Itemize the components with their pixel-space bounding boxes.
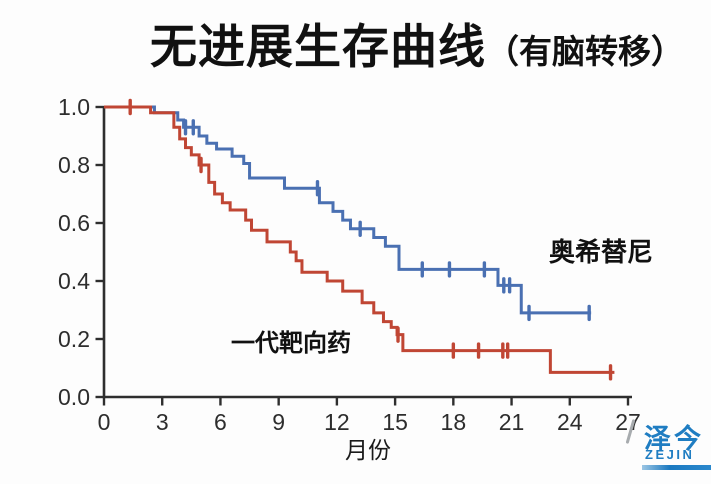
y-tick-label: 1.0 [58, 94, 90, 120]
survival-curves [104, 105, 615, 374]
logo-slash-mark [625, 419, 636, 444]
logo-underline-bar [642, 465, 711, 470]
y-tick-label: 0.4 [58, 268, 90, 294]
osimertinib-curve-label: 奥希替尼 [549, 237, 653, 267]
x-axis-label: 月份 [345, 437, 391, 463]
x-tick-label: 21 [499, 409, 525, 435]
logo-latin-text: ZEJIN [645, 447, 695, 462]
x-tick-label: 9 [272, 409, 285, 435]
x-tick-label: 0 [98, 409, 111, 435]
x-tick-label: 3 [156, 409, 169, 435]
logo-chinese-text: 泽今 [644, 424, 704, 454]
axes: 1.00.80.60.40.20.00 3 6 9 12 15 18 21 24 27 [58, 94, 641, 435]
y-tick-label: 0.2 [58, 326, 90, 352]
zejin-logo: 泽今 ZEJIN [625, 419, 711, 479]
chart-title-main: 无进展生存曲线 [150, 20, 486, 73]
x-tick-label: 24 [557, 409, 583, 435]
x-tick-label: 12 [324, 409, 350, 435]
x-tick-label: 15 [382, 409, 408, 435]
y-tick-label: 0.6 [58, 210, 90, 236]
first-gen-drug-curve [104, 105, 615, 374]
chart-title: 无进展生存曲线（有脑转移） [150, 8, 684, 77]
y-tick-label: 0.8 [58, 152, 90, 178]
y-tick-label: 0.0 [58, 384, 90, 410]
x-tick-label: 18 [441, 409, 467, 435]
chart-title-paren: （有脑转移） [486, 33, 684, 70]
censor-ticks [128, 98, 613, 381]
x-tick-label: 6 [214, 409, 227, 435]
first-gen-drug-curve-label: 一代靶向药 [231, 329, 351, 357]
osimertinib-curve [104, 105, 592, 315]
